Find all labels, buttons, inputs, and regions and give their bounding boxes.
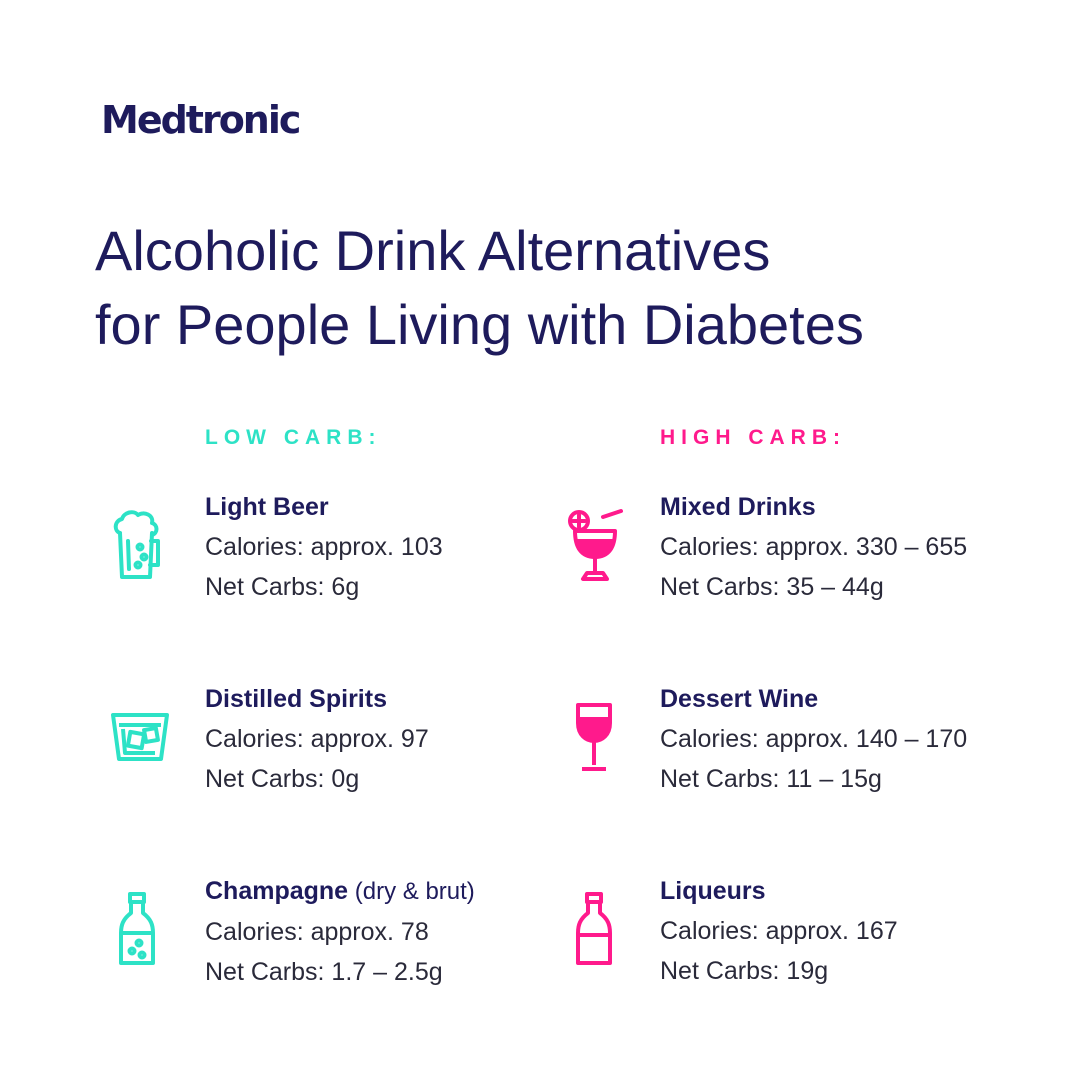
- calories-value: Calories: approx. 140 – 170: [660, 725, 968, 753]
- calories-value: Calories: approx. 78: [205, 918, 429, 946]
- drink-name: Dessert Wine: [660, 685, 819, 713]
- net-carbs-value: Net Carbs: 35 – 44g: [660, 573, 884, 601]
- drink-name: Champagne: [205, 877, 349, 905]
- calories-value: Calories: approx. 97: [205, 725, 429, 753]
- calories-value: Calories: approx. 103: [205, 533, 443, 561]
- liqueur-bottle-icon: [574, 891, 614, 969]
- net-carbs-value: Net Carbs: 11 – 15g: [660, 765, 882, 793]
- champagne-bottle-icon: [117, 891, 157, 969]
- calories-value: Calories: approx. 330 – 655: [660, 533, 968, 561]
- drink-name: Distilled Spirits: [205, 685, 387, 713]
- calories-value: Calories: approx. 167: [660, 917, 898, 945]
- title-line-2: for People Living with Diabetes: [95, 293, 864, 356]
- rocks-glass-icon: [109, 709, 171, 763]
- beer-mug-icon: [110, 509, 162, 581]
- wine-glass-icon: [574, 701, 614, 773]
- brand-logo: Medtronic: [101, 98, 301, 142]
- drink-note: (dry & brut): [348, 878, 475, 905]
- net-carbs-value: Net Carbs: 0g: [205, 765, 360, 793]
- net-carbs-value: Net Carbs: 1.7 – 2.5g: [205, 958, 443, 986]
- drink-name: Mixed Drinks: [660, 493, 816, 521]
- drink-name: Light Beer: [205, 493, 329, 521]
- cocktail-glass-icon: [565, 507, 625, 583]
- net-carbs-value: Net Carbs: 19g: [660, 957, 829, 985]
- net-carbs-value: Net Carbs: 6g: [205, 573, 360, 601]
- page-title: Alcoholic Drink Alternatives for People …: [95, 214, 1015, 362]
- low-carb-heading: LOW CARB:: [205, 426, 382, 449]
- drink-name: Liqueurs: [660, 877, 766, 905]
- high-carb-heading: HIGH CARB:: [660, 426, 846, 449]
- title-line-1: Alcoholic Drink Alternatives: [95, 219, 771, 282]
